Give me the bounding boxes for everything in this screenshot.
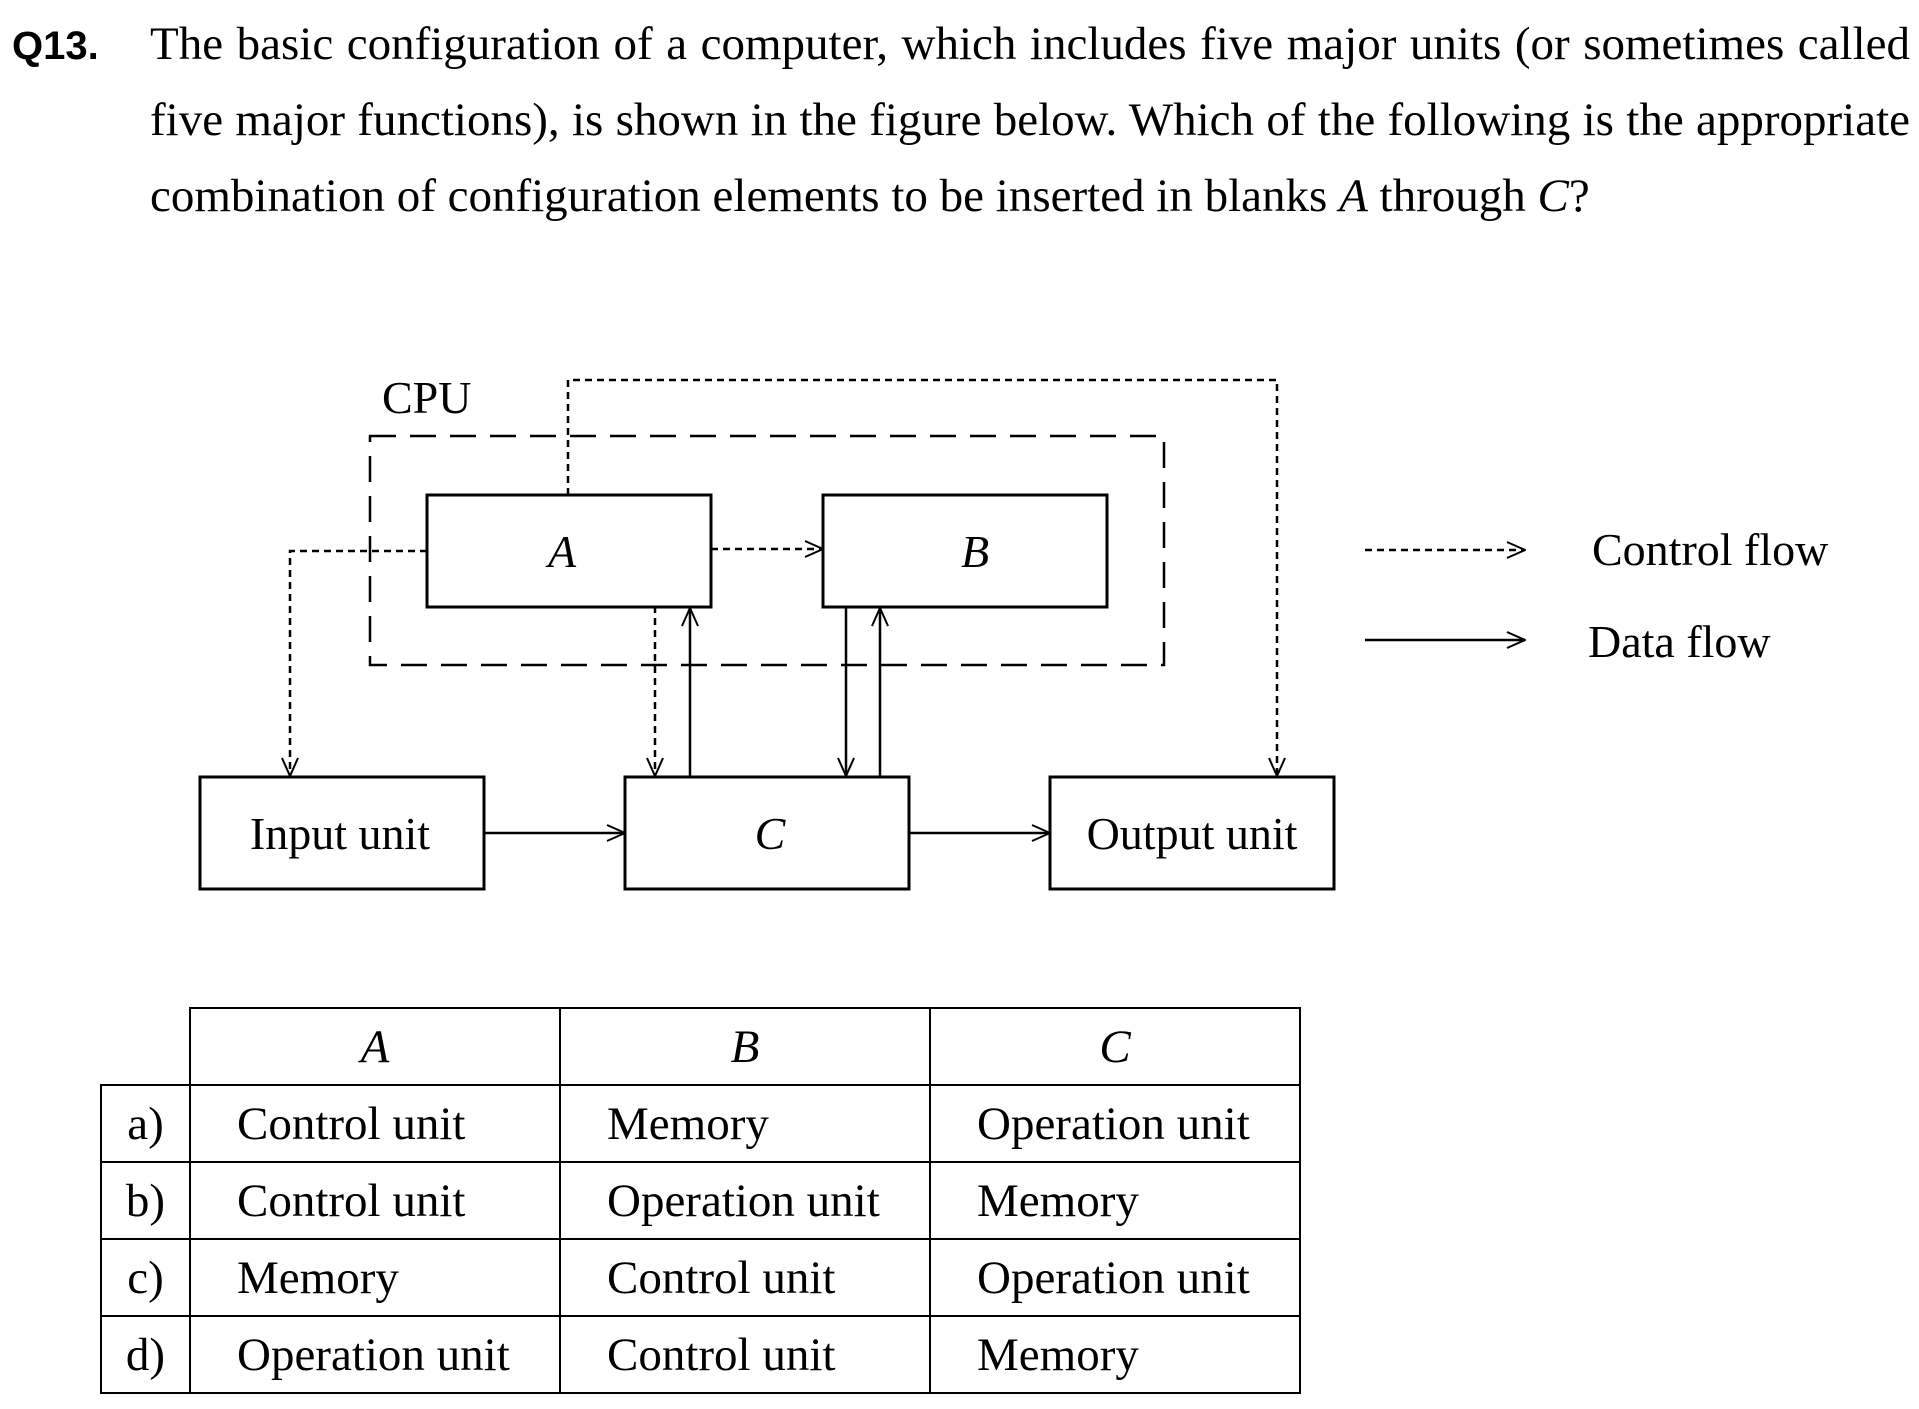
cell-c: Memory bbox=[929, 1315, 1301, 1394]
answer-row-d: d) Operation unit Control unit Memory bbox=[100, 1315, 1301, 1394]
option-label: a) bbox=[100, 1084, 191, 1163]
cell-a: Operation unit bbox=[189, 1315, 561, 1394]
question-number: Q13. bbox=[12, 24, 99, 68]
cell-b: Control unit bbox=[559, 1315, 931, 1394]
answer-table: A B C a) Control unit Memory Operation u… bbox=[100, 1007, 1301, 1394]
cell-a: Control unit bbox=[189, 1084, 561, 1163]
cell-a: Memory bbox=[189, 1238, 561, 1317]
header-b: B bbox=[559, 1007, 931, 1086]
answer-table-header-row: A B C bbox=[101, 1007, 1301, 1086]
option-label: c) bbox=[100, 1238, 191, 1317]
cell-c: Operation unit bbox=[929, 1238, 1301, 1317]
question-text-before: The basic configuration of a computer, w… bbox=[150, 18, 1910, 222]
box-output-unit bbox=[1048, 775, 1336, 891]
box-a bbox=[425, 493, 713, 609]
question-var-a: A bbox=[1339, 170, 1368, 222]
cell-b: Operation unit bbox=[559, 1161, 931, 1240]
question-text-middle: through bbox=[1367, 170, 1538, 222]
output-unit-label: Output unit bbox=[1087, 808, 1298, 859]
question-text: The basic configuration of a computer, w… bbox=[150, 6, 1910, 234]
option-label: d) bbox=[100, 1315, 191, 1394]
control-flow-a-to-input bbox=[290, 549, 427, 776]
box-c-label: C bbox=[755, 808, 787, 859]
answer-row-a: a) Control unit Memory Operation unit bbox=[100, 1084, 1301, 1163]
cpu-label: CPU bbox=[382, 372, 471, 423]
question-text-after: ? bbox=[1568, 170, 1590, 222]
answer-row-c: c) Memory Control unit Operation unit bbox=[100, 1238, 1301, 1317]
cpu-boundary bbox=[368, 434, 1166, 667]
cell-b: Memory bbox=[559, 1084, 931, 1163]
legend-data-flow-label: Data flow bbox=[1588, 616, 1771, 667]
cell-c: Operation unit bbox=[929, 1084, 1301, 1163]
control-flow-a-to-output bbox=[566, 378, 1277, 776]
box-c bbox=[623, 775, 911, 891]
option-label: b) bbox=[100, 1161, 191, 1240]
cell-b: Control unit bbox=[559, 1238, 931, 1317]
box-a-label: A bbox=[545, 526, 577, 577]
answer-row-b: b) Control unit Operation unit Memory bbox=[100, 1161, 1301, 1240]
box-b-label: B bbox=[961, 526, 989, 577]
box-b bbox=[821, 493, 1109, 609]
header-c: C bbox=[929, 1007, 1301, 1086]
computer-configuration-diagram: CPU A B C Input unit Output unit bbox=[198, 372, 1829, 891]
header-a: A bbox=[189, 1007, 561, 1086]
cell-a: Control unit bbox=[189, 1161, 561, 1240]
legend-control-flow-label: Control flow bbox=[1592, 524, 1829, 575]
box-input-unit bbox=[198, 775, 486, 891]
input-unit-label: Input unit bbox=[250, 808, 430, 859]
cell-c: Memory bbox=[929, 1161, 1301, 1240]
question-var-c: C bbox=[1537, 170, 1569, 222]
answer-table-corner bbox=[101, 1008, 191, 1086]
